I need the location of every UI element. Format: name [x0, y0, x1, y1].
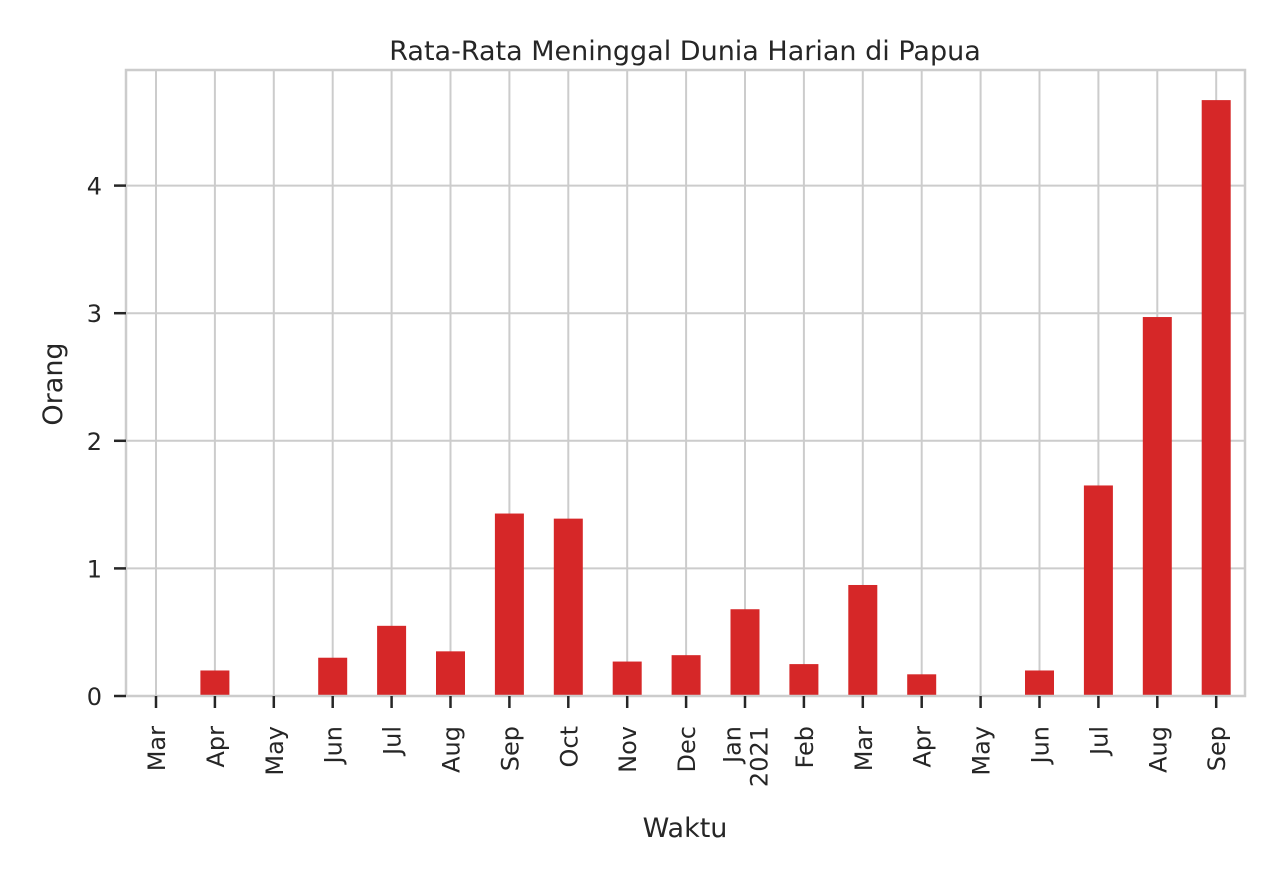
y-tick-label: 3 [87, 300, 102, 328]
bar [789, 664, 819, 696]
bar [200, 670, 230, 696]
bar [1083, 485, 1113, 696]
bar [671, 655, 701, 696]
ticks-layer: 0 1 2 3 4 Mar Apr May Jun Jul Aug Sep Oct Nov Dec Jan20… [87, 173, 1231, 787]
y-tick-label: 4 [87, 173, 102, 201]
bar [377, 625, 407, 696]
bar [1201, 100, 1231, 696]
x-tick-label: Jan2021 [719, 726, 774, 787]
bar [318, 657, 348, 696]
bar [848, 584, 878, 696]
x-tick-label: May [261, 726, 289, 776]
y-tick-label: 0 [87, 683, 102, 711]
x-tick-label: Mar [143, 726, 171, 771]
x-tick-label: Dec [673, 726, 701, 772]
y-tick-label: 1 [87, 555, 102, 583]
x-tick-label: May [968, 726, 996, 776]
bar [907, 674, 937, 696]
chart-title: Rata-Rata Meninggal Dunia Harian di Papu… [389, 36, 981, 67]
x-tick-label: Apr [202, 726, 230, 768]
x-tick-label: Aug [438, 726, 466, 773]
bar [1025, 670, 1054, 696]
y-axis-label: Orang [38, 342, 69, 425]
bar [730, 609, 760, 696]
bar [553, 518, 583, 696]
x-tick-label: Jul [379, 726, 407, 757]
bars-layer [200, 100, 1231, 696]
bar [436, 651, 465, 696]
bar [612, 661, 642, 696]
x-tick-label: Mar [850, 726, 878, 771]
x-tick-label: Aug [1144, 726, 1172, 773]
x-tick-label: Jun [320, 726, 348, 766]
x-tick-label: Jun [1027, 726, 1055, 766]
x-tick-label: Sep [496, 726, 524, 771]
x-tick-label: Sep [1203, 726, 1231, 771]
bar [1142, 317, 1172, 696]
x-tick-label: Oct [555, 726, 583, 768]
grid-layer [126, 70, 1245, 697]
y-tick-label: 2 [87, 428, 102, 456]
x-axis-label: Waktu [643, 813, 728, 844]
x-tick-label: Feb [791, 726, 819, 769]
bar [494, 513, 524, 696]
x-tick-label: Jul [1085, 726, 1113, 757]
x-tick-label: Nov [614, 726, 642, 773]
x-tick-label: Apr [909, 726, 937, 768]
